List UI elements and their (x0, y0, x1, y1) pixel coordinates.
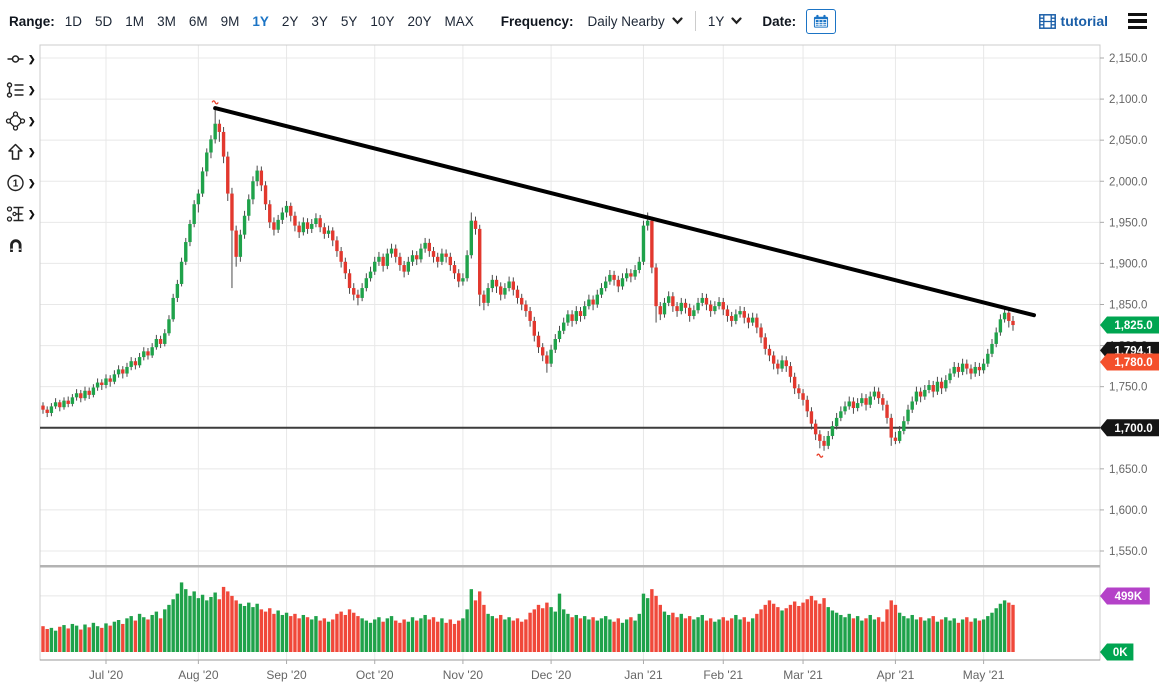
svg-text:1: 1 (13, 179, 19, 190)
x-axis-label: Sep '20 (266, 668, 307, 682)
analysis-levels-tool-icon (6, 82, 24, 98)
toolbar: Range: 1D 5D 1M 3M 6M 9M 1Y 2Y 3Y 5Y 10Y 20Y MAX Fre… (0, 0, 1159, 42)
x-axis-label: Aug '20 (178, 668, 219, 682)
x-axis-label: Jul '20 (89, 668, 124, 682)
volume-bars (41, 582, 1015, 652)
date-picker-button[interactable] (806, 8, 837, 34)
calendar-icon (814, 14, 829, 28)
drawing-toolbar: ❯ ❯ ❯ ❯ 1 ❯ ❯ (0, 48, 40, 256)
arrow-tool-button[interactable]: ❯ (0, 141, 40, 163)
submenu-chevron-icon[interactable]: ❯ (28, 115, 36, 126)
svg-text:1,825.0: 1,825.0 (1114, 320, 1152, 332)
divider (694, 11, 696, 31)
range-option-1d[interactable]: 1D (64, 13, 83, 29)
tutorial-link[interactable]: tutorial (1038, 13, 1108, 29)
shapes-tool-button[interactable]: ❯ (0, 110, 40, 132)
axis-badge: 1,700.0 (1100, 419, 1159, 437)
range-option-1y[interactable]: 1Y (252, 13, 269, 29)
y-axis-label: 1,750.0 (1109, 382, 1147, 394)
magnet-tool-icon (10, 239, 22, 252)
range-label: Range: (9, 13, 55, 29)
measure-tool-button[interactable]: ❯ (0, 203, 40, 225)
x-axis-label: Jan '21 (624, 668, 663, 682)
x-axis-label: Oct '20 (356, 668, 394, 682)
range-option-10y[interactable]: 10Y (370, 13, 395, 29)
y-axis-label: 2,050.0 (1109, 135, 1147, 147)
period-select[interactable]: 1Y (704, 12, 747, 31)
measure-tool-icon (6, 206, 24, 222)
date-label: Date: (762, 13, 797, 29)
frequency-label: Frequency: (500, 13, 574, 29)
y-axis-label: 1,600.0 (1109, 505, 1147, 517)
y-axis-label: 1,550.0 (1109, 546, 1147, 558)
range-option-max[interactable]: MAX (444, 13, 474, 29)
tutorial-label: tutorial (1060, 13, 1108, 29)
range-option-3y[interactable]: 3Y (311, 13, 328, 29)
range-selector: 1D 5D 1M 3M 6M 9M 1Y 2Y 3Y 5Y 10Y 20Y MAX (65, 14, 474, 29)
period-value: 1Y (707, 13, 725, 29)
axis-badge: 1,825.0 (1100, 316, 1159, 334)
x-axis-label: Mar '21 (783, 668, 823, 682)
trendline[interactable] (213, 106, 1036, 318)
frequency-value: Daily Nearby (587, 13, 665, 29)
submenu-chevron-icon[interactable]: ❯ (28, 208, 36, 219)
x-axis-label: Feb '21 (703, 668, 743, 682)
svg-text:1,700.0: 1,700.0 (1114, 423, 1152, 435)
frequency-select[interactable]: Daily Nearby (584, 12, 687, 31)
axis-badge: 499K (1100, 587, 1150, 605)
x-axis-label: Apr '21 (877, 668, 915, 682)
x-axis-label: May '21 (963, 668, 1005, 682)
x-axis-label: Dec '20 (531, 668, 572, 682)
range-option-5d[interactable]: 5D (95, 13, 113, 29)
y-axis-label: 1,950.0 (1109, 217, 1147, 229)
drawing-anchor-marker[interactable] (211, 100, 219, 105)
submenu-chevron-icon[interactable]: ❯ (28, 146, 36, 157)
y-axis-label: 2,000.0 (1109, 176, 1147, 188)
range-option-2y[interactable]: 2Y (281, 13, 299, 29)
drawing-anchor-marker[interactable] (816, 453, 824, 458)
range-option-9m[interactable]: 9M (220, 13, 240, 29)
x-axis-label: Nov '20 (443, 668, 484, 682)
pane-divider[interactable] (40, 565, 1100, 568)
trend-line-tool-icon (7, 55, 24, 63)
y-axis-label: 1,650.0 (1109, 464, 1147, 476)
axis-badge: 1,780.0 (1100, 353, 1159, 371)
analysis-levels-tool-button[interactable]: ❯ (0, 79, 40, 101)
range-option-20y[interactable]: 20Y (407, 13, 432, 29)
axes: 2,150.0 2,100.0 2,050.0 2,000.0 1,950.0 1,900… (40, 53, 1147, 682)
chevron-down-icon (672, 17, 683, 25)
annotation-number-tool-button[interactable]: 1 ❯ (0, 172, 40, 194)
annotation-number-tool-icon: 1 (7, 174, 24, 192)
plot-frame (39, 44, 1101, 661)
submenu-chevron-icon[interactable]: ❯ (28, 84, 36, 95)
range-option-5y[interactable]: 5Y (340, 13, 358, 29)
menu-button[interactable] (1124, 9, 1151, 33)
y-axis-label: 2,100.0 (1109, 94, 1147, 106)
shapes-tool-icon (5, 111, 26, 131)
magnet-tool-button[interactable] (0, 234, 40, 256)
chevron-down-icon (731, 17, 742, 25)
candlestick-series (41, 108, 1015, 451)
svg-text:499K: 499K (1115, 591, 1143, 603)
y-axis-label: 1,900.0 (1109, 258, 1147, 270)
submenu-chevron-icon[interactable]: ❯ (28, 53, 36, 64)
submenu-chevron-icon[interactable]: ❯ (28, 177, 36, 188)
svg-text:1,780.0: 1,780.0 (1114, 357, 1152, 369)
range-option-6m[interactable]: 6M (188, 13, 208, 29)
gridlines (40, 45, 1100, 660)
y-axis-label: 1,850.0 (1109, 300, 1147, 312)
arrow-tool-icon (8, 143, 23, 160)
range-option-1m[interactable]: 1M (125, 13, 145, 29)
y-axis-label: 2,150.0 (1109, 53, 1147, 65)
range-option-3m[interactable]: 3M (157, 13, 176, 29)
video-tutorial-icon (1038, 13, 1056, 29)
trend-line-tool-button[interactable]: ❯ (0, 48, 40, 70)
axis-badge: 0K (1100, 643, 1134, 661)
svg-text:0K: 0K (1113, 647, 1128, 659)
